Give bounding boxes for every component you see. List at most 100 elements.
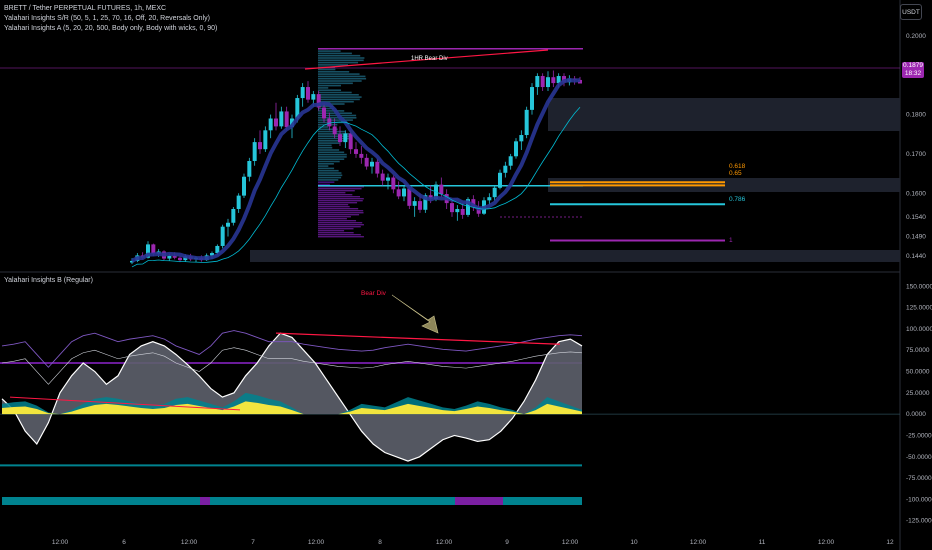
volume-profile-bar	[318, 179, 339, 181]
candle-body	[359, 153, 364, 158]
price-axis-tick: 0.1600	[906, 190, 926, 197]
candle-body	[455, 208, 460, 213]
fib-065-label: 0.65	[729, 170, 742, 177]
indicator-a-title[interactable]: Yalahari Insights A (5, 20, 20, 500, Bod…	[4, 25, 218, 32]
oscillator-title[interactable]: Yalahari Insights B (Regular)	[4, 277, 93, 284]
candle-body	[380, 173, 385, 181]
volume-profile-bar	[318, 196, 361, 198]
range-high-line	[318, 48, 583, 50]
volume-profile-bar	[318, 68, 336, 71]
candle-body	[391, 177, 396, 190]
candle-body	[300, 87, 305, 99]
candle-body	[263, 130, 268, 150]
volume-profile-bar	[318, 216, 351, 218]
oscillator-axis-tick: 75.0000	[906, 347, 930, 354]
candle-body	[231, 208, 236, 223]
volume-profile-bar	[318, 174, 343, 177]
candle-body	[460, 208, 465, 215]
volume-profile-bar	[318, 167, 335, 170]
time-axis-tick: 12:00	[308, 539, 325, 546]
volume-profile-bar	[318, 236, 364, 238]
volume-profile-bar	[318, 71, 350, 73]
volume-profile-bar	[318, 214, 360, 216]
time-axis-tick: 12:00	[562, 539, 579, 546]
volume-profile-bar	[318, 234, 361, 236]
oscillator-axis-tick: 25.0000	[906, 390, 930, 397]
volume-profile-bar	[318, 192, 346, 194]
trend-line	[131, 106, 581, 268]
oscillator-divergence-line	[275, 332, 561, 345]
volume-profile-bar	[318, 119, 353, 121]
price-axis-tick: 0.2000	[906, 33, 926, 40]
candle-body	[306, 87, 310, 100]
volume-profile-bar	[318, 80, 362, 82]
demand-zone-lower	[250, 250, 900, 262]
volume-profile-bar	[318, 96, 362, 98]
candle-body	[354, 149, 358, 154]
volume-profile-bar	[318, 98, 360, 101]
volume-profile-bar	[318, 142, 340, 144]
oscillator-axis-tick: 150.0000	[906, 283, 932, 290]
price-axis-tick: 0.1490	[906, 234, 926, 241]
candle-body	[295, 98, 300, 119]
currency-button[interactable]: USDT	[900, 4, 922, 20]
candle-body	[498, 172, 502, 188]
candle-body	[279, 111, 284, 127]
oscillator-axis-tick: -125.0000	[906, 518, 932, 525]
volume-profile-bar	[318, 165, 329, 167]
time-axis-tick: 12	[886, 539, 894, 546]
volume-profile-bar	[318, 77, 367, 80]
candle-body	[268, 118, 273, 131]
price-divergence-line	[304, 49, 549, 70]
candle-body	[412, 201, 417, 206]
time-axis-tick: 12:00	[818, 539, 835, 546]
candle-body	[418, 201, 422, 210]
volume-profile-bar	[318, 84, 341, 87]
volume-profile-bar	[318, 176, 342, 179]
candle-body	[492, 187, 497, 198]
volume-profile-bar	[318, 128, 338, 131]
candle-body	[402, 188, 406, 197]
candle-body	[252, 142, 257, 161]
price-axis-tick: 0.1800	[906, 112, 926, 119]
volume-profile-bar	[318, 226, 361, 228]
divergence-arrow	[391, 294, 439, 334]
time-axis-tick: 12:00	[181, 539, 198, 546]
volume-profile-bar	[318, 82, 353, 85]
volume-profile-bar	[318, 200, 363, 202]
regime-strip-segment	[455, 497, 503, 505]
time-axis-tick: 12:00	[436, 539, 453, 546]
volume-profile-bar	[318, 57, 365, 59]
volume-profile-bar	[318, 94, 359, 96]
candle-body	[386, 177, 390, 181]
candle-body	[535, 76, 540, 88]
regime-strip-segment	[2, 497, 200, 505]
volume-profile-bar	[318, 181, 335, 183]
trend-ribbon	[131, 77, 581, 263]
volume-profile-bar	[318, 158, 345, 160]
candle-body	[439, 184, 444, 195]
candle-body	[540, 76, 545, 88]
indicator-sr-title[interactable]: Yalahari Insights S/R (50, 5, 1, 25, 70,…	[4, 15, 210, 22]
candle-body	[215, 245, 220, 254]
signal-line	[1, 330, 583, 368]
volume-profile-bar	[318, 222, 363, 224]
volume-profile-bar	[318, 183, 330, 186]
time-axis-tick: 9	[505, 539, 509, 546]
candle-body	[327, 118, 332, 127]
volume-profile-bar	[318, 204, 349, 206]
symbol-title: BRETT / Tether PERPETUAL FUTURES, 1h, ME…	[4, 5, 167, 12]
volume-profile-bar	[318, 100, 354, 103]
volume-profile-bar	[318, 89, 342, 91]
volume-profile-bar	[318, 117, 357, 119]
candle-body	[562, 76, 566, 83]
candle-body	[370, 161, 374, 167]
volume-profile-bar	[318, 208, 359, 210]
volume-profile-bar	[318, 198, 364, 200]
volume-profile-bar	[318, 73, 360, 75]
regime-strip-segment	[210, 497, 455, 505]
candle-body	[226, 222, 230, 227]
volume-profile-bar	[318, 169, 339, 172]
